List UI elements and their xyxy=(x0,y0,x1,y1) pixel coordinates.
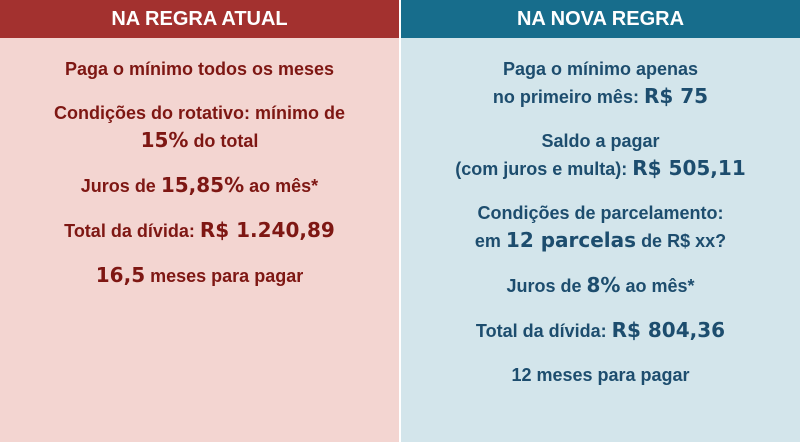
item: 16,5 meses para pagar xyxy=(0,262,399,290)
item-text: ao mês* xyxy=(244,176,319,196)
item: Paga o mínimo todos os meses xyxy=(0,56,399,83)
emphasis-text: 15,85% xyxy=(160,173,245,197)
item: Juros de 8% ao mês* xyxy=(401,272,800,300)
item-line: Paga o mínimo todos os meses xyxy=(0,56,399,83)
item-line: 12 meses para pagar xyxy=(401,362,800,389)
item-line: 16,5 meses para pagar xyxy=(0,262,399,290)
item-line: Juros de 15,85% ao mês* xyxy=(0,172,399,200)
item-text: do total xyxy=(188,131,259,151)
column-header: NA NOVA REGRA xyxy=(401,0,800,38)
item-line: (com juros e multa): R$ 505,11 xyxy=(401,155,800,183)
item: Juros de 15,85% ao mês* xyxy=(0,172,399,200)
emphasis-text: R$ 505,11 xyxy=(632,156,746,180)
item-text: Saldo a pagar xyxy=(541,131,660,151)
item-text: Total da dívida: xyxy=(475,321,612,341)
item-line: no primeiro mês: R$ 75 xyxy=(401,83,800,111)
item-text: Paga o mínimo apenas xyxy=(502,59,699,79)
item: Total da dívida: R$ 1.240,89 xyxy=(0,217,399,245)
column: NA REGRA ATUAL Paga o mínimo todos os mes… xyxy=(0,0,399,442)
item-line: em 12 parcelas de R$ xx? xyxy=(401,227,800,255)
item-text: ao mês* xyxy=(620,276,695,296)
item-text: em xyxy=(474,231,506,251)
item-text: Total da dívida: xyxy=(64,221,200,241)
item-line: Total da dívida: R$ 1.240,89 xyxy=(0,217,399,245)
item-text: Juros de xyxy=(80,176,161,196)
item-text: Juros de xyxy=(506,276,587,296)
column: NA NOVA REGRA Paga o mínimo apenas no prim… xyxy=(401,0,800,442)
item: Saldo a pagar (com juros e multa): R$ 505… xyxy=(401,128,800,183)
emphasis-text: 12 parcelas xyxy=(505,228,637,252)
item: Paga o mínimo apenas no primeiro mês: R$ … xyxy=(401,56,800,111)
column-body: Paga o mínimo todos os meses Condições do… xyxy=(0,38,399,442)
emphasis-text: R$ 75 xyxy=(643,84,709,108)
item-text: de R$ xx? xyxy=(636,231,727,251)
emphasis-text: 15% xyxy=(140,128,189,152)
emphasis-text: R$ 1.240,89 xyxy=(199,218,335,242)
item: Condições de parcelamento: em 12 parcelas… xyxy=(401,200,800,255)
item-text: (com juros e multa): xyxy=(455,159,633,179)
item: 12 meses para pagar xyxy=(401,362,800,389)
item-text: Paga o mínimo todos os meses xyxy=(64,59,335,79)
item-line: Juros de 8% ao mês* xyxy=(401,272,800,300)
emphasis-text: 8% xyxy=(586,273,621,297)
item-line: Condições do rotativo: mínimo de xyxy=(0,100,399,127)
item-text: Condições do rotativo: mínimo de xyxy=(53,103,345,123)
column-header: NA REGRA ATUAL xyxy=(0,0,399,38)
item-line: Condições de parcelamento: xyxy=(401,200,800,227)
emphasis-text: 16,5 xyxy=(95,263,146,287)
item-line: Total da dívida: R$ 804,36 xyxy=(401,317,800,345)
item-line: Saldo a pagar xyxy=(401,128,800,155)
emphasis-text: R$ 804,36 xyxy=(611,318,726,342)
item-text: no primeiro mês: xyxy=(492,87,644,107)
item-line: 15% do total xyxy=(0,127,399,155)
column-body: Paga o mínimo apenas no primeiro mês: R$ … xyxy=(401,38,800,442)
item: Condições do rotativo: mínimo de 15% do t… xyxy=(0,100,399,155)
item-text: meses para pagar xyxy=(145,266,304,286)
item-line: Paga o mínimo apenas xyxy=(401,56,800,83)
item-text: Condições de parcelamento: xyxy=(477,203,724,223)
item: Total da dívida: R$ 804,36 xyxy=(401,317,800,345)
item-text: 12 meses para pagar xyxy=(511,365,690,385)
